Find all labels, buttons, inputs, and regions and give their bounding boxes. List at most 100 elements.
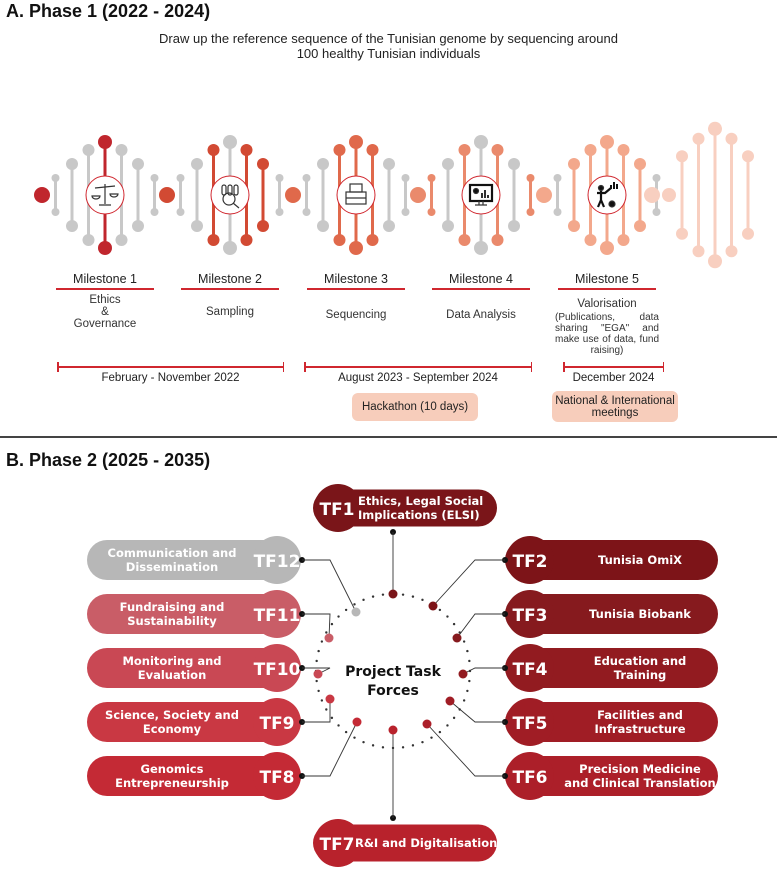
dna-node [115,144,128,156]
task-force-pill [505,756,718,796]
ring-dot [344,730,348,734]
ring-dot [466,689,469,693]
ring-dot [317,689,320,693]
milestone-underline [307,288,405,290]
dna-node [257,158,269,170]
ring-dot [411,744,415,747]
task-force-pill [87,594,300,634]
task-force-id: TF5 [512,714,547,734]
task-force-bubble [253,644,301,692]
dna-node [66,220,78,232]
connector-line [302,699,331,723]
description-detail: (Publications, data sharing "EGA" and ma… [555,312,659,356]
ring-dot [337,615,340,618]
ring-node [324,633,334,643]
dna-node [191,220,203,232]
dna-node [317,220,329,232]
task-force-id: TF9 [259,714,294,734]
task-force-bubble [506,644,554,692]
milestone-underline [56,288,154,290]
ring-dot [371,744,375,747]
ring-dot [452,716,456,720]
task-force-name: Genomics [141,762,204,776]
period-bar [304,362,532,372]
dna-node [676,227,688,240]
ring-dot [320,699,324,702]
dna-node [617,144,630,156]
dna-junction-dot [410,187,426,203]
ring-dot [315,679,318,683]
task-force-pill [505,594,718,634]
dna-node [191,158,203,170]
task-force-name: Precision Medicine [579,762,701,776]
ring-node [351,607,361,617]
dna-node [474,135,488,149]
dna-node [692,132,705,145]
connector-line [456,613,505,639]
dna-node [600,135,614,149]
task-force-id: TF6 [512,768,547,788]
connector-line [462,667,505,675]
dna-node [223,241,237,255]
milestone-underline [432,288,530,290]
ring-dot [452,622,456,626]
dna-node [302,208,311,216]
dna-node [207,144,220,156]
dna-node [317,158,329,170]
ring-dot [446,615,449,618]
ring-dot [353,736,356,739]
dna-node [349,135,363,149]
sample-tubes-magnifier-icon [221,184,240,209]
dna-node [51,208,60,216]
task-force-name: Infrastructure [594,722,685,736]
phase2-title: B. Phase 2 (2025 - 2035) [6,450,211,470]
ring-node [428,601,438,611]
subtitle-line: Draw up the reference sequence of the Tu… [159,31,618,46]
dna-node [442,220,454,232]
period-label: December 2024 [572,372,655,384]
dna-node [652,174,661,182]
milestone-label: Milestone 1 [73,272,137,286]
task-force-id: TF1 [319,500,354,520]
task-force-tf7: TF7 R&I and Digitalisation [313,725,497,867]
task-force-bubble [253,590,301,638]
task-force-id: TF2 [512,552,547,572]
ring-dot [401,593,405,596]
dna-node [553,174,562,182]
ring-dot [430,736,433,739]
connector-line [449,700,505,723]
event-meetings: National & International meetings [552,391,678,422]
ring-dot [421,598,424,602]
dna-node [383,158,395,170]
ring-node [445,696,455,706]
dna-node [132,220,144,232]
ring-dot [317,649,320,653]
dna-node [98,241,112,255]
dna-node [676,150,688,163]
ring-dot [446,724,449,727]
ring-dot [381,746,385,749]
dna-segment [176,135,284,255]
center-label: Project Task [345,664,441,680]
dna-segment [676,121,754,269]
dna-node [176,208,185,216]
task-force-pill [87,648,300,688]
description-line: Data Analysis [446,309,516,321]
dna-node [742,150,754,163]
task-force-bubble [506,590,554,638]
dna-node [115,234,128,246]
dna-node [652,208,661,216]
dna-node [526,208,535,216]
dna-node [526,174,535,182]
dna-node [82,234,95,246]
period-bar [57,362,284,372]
dna-node [275,174,284,182]
connector-line [302,613,331,639]
dna-node [383,220,395,232]
